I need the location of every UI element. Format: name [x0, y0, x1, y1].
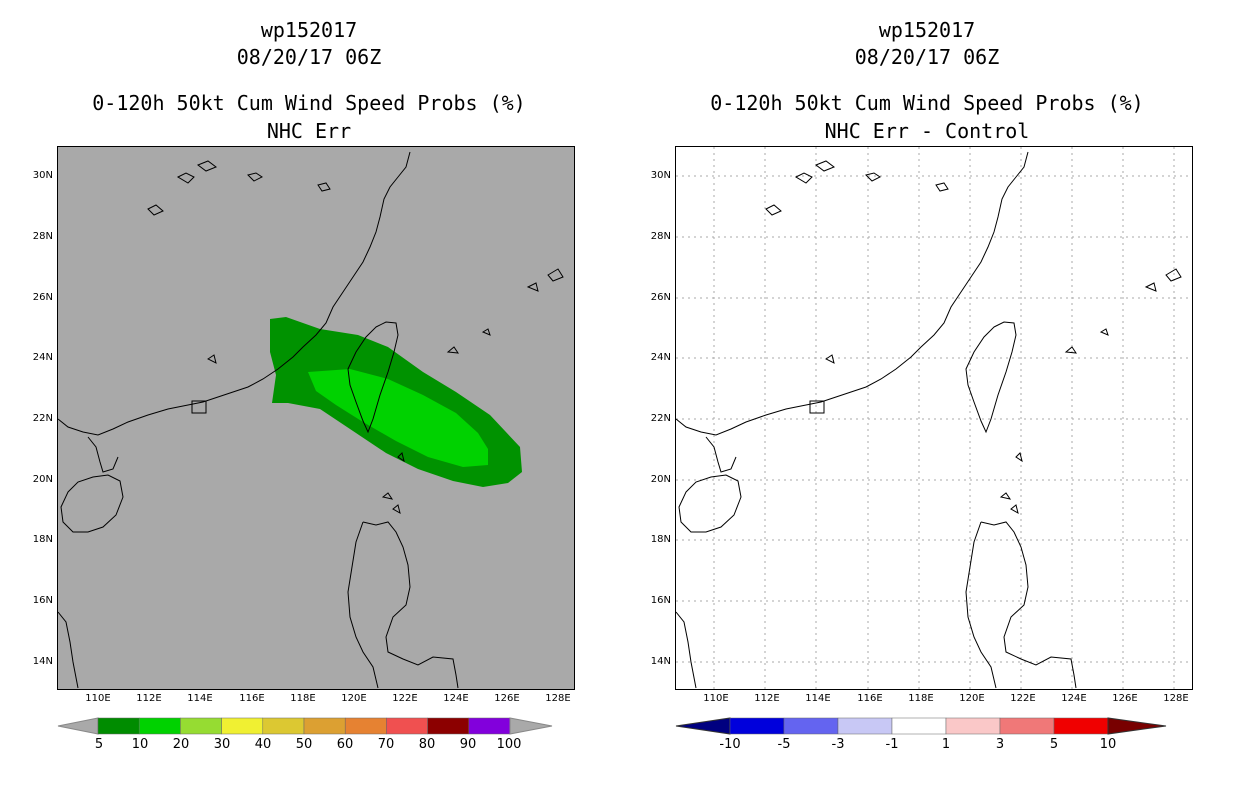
left-cb-label-60: 60 — [336, 737, 354, 752]
right-cb-label-m1: -1 — [885, 737, 899, 752]
left-cb-label-70: 70 — [377, 737, 395, 752]
left-cb-box-7 — [386, 717, 428, 735]
right-panel: wp152017 08/20/17 06Z 0-120h 50kt Cum Wi… — [618, 0, 1236, 800]
left-cb-label-50: 50 — [295, 737, 313, 752]
left-cb-box-1 — [138, 717, 181, 735]
left-cb-box-4 — [262, 717, 305, 735]
left-map — [57, 146, 575, 690]
left-cb-low-triangle — [57, 717, 99, 735]
lat-label-16n: 16N — [32, 595, 53, 606]
lon-label-112e: 112E — [136, 693, 162, 704]
left-cb-high-triangle — [509, 717, 553, 735]
r-lat-label-26n: 26N — [650, 292, 671, 303]
r-lon-label-114e: 114E — [805, 693, 831, 704]
r-lat-label-24n: 24N — [650, 352, 671, 363]
left-title-subtitle: NHC Err — [266, 119, 352, 143]
r-lon-label-122e: 122E — [1010, 693, 1036, 704]
r-lat-label-28n: 28N — [650, 231, 671, 242]
lon-label-122e: 122E — [392, 693, 418, 704]
right-title-storm-id: wp152017 — [878, 18, 976, 42]
right-cb-low-triangle — [675, 717, 731, 735]
right-cb-box-1 — [783, 717, 839, 735]
lat-label-14n: 14N — [32, 656, 53, 667]
left-cb-label-10: 10 — [131, 737, 149, 752]
r-lon-label-116e: 116E — [857, 693, 883, 704]
lon-label-124e: 124E — [443, 693, 469, 704]
lat-label-24n: 24N — [32, 352, 53, 363]
right-title-subtitle: NHC Err - Control — [824, 119, 1030, 143]
left-coastlines — [58, 151, 564, 689]
lon-label-118e: 118E — [290, 693, 316, 704]
r-lat-label-22n: 22N — [650, 413, 671, 424]
left-colorbar — [57, 717, 553, 735]
left-title-datetime: 08/20/17 06Z — [236, 45, 382, 69]
right-cb-box-0 — [729, 717, 785, 735]
lat-label-30n: 30N — [32, 170, 53, 181]
r-lon-label-112e: 112E — [754, 693, 780, 704]
right-cb-label-3: 3 — [995, 737, 1005, 752]
left-cb-label-40: 40 — [254, 737, 272, 752]
left-cb-label-30: 30 — [213, 737, 231, 752]
r-lat-label-18n: 18N — [650, 534, 671, 545]
left-cb-box-2 — [180, 717, 222, 735]
left-title-product: 0-120h 50kt Cum Wind Speed Probs (%) — [92, 91, 526, 115]
right-grid — [676, 147, 1192, 689]
left-panel: wp152017 08/20/17 06Z 0-120h 50kt Cum Wi… — [32, 18, 575, 752]
left-cb-box-5 — [303, 717, 346, 735]
r-lon-label-126e: 126E — [1112, 693, 1138, 704]
right-coastlines — [676, 151, 1182, 689]
lat-label-20n: 20N — [32, 474, 53, 485]
right-cb-label-10: 10 — [1099, 737, 1117, 752]
r-lon-label-118e: 118E — [908, 693, 934, 704]
right-cb-label-m10: -10 — [719, 737, 741, 752]
lon-label-110e: 110E — [85, 693, 111, 704]
lon-label-114e: 114E — [187, 693, 213, 704]
r-lon-label-124e: 124E — [1061, 693, 1087, 704]
right-cb-box-6 — [1053, 717, 1109, 735]
r-lat-label-16n: 16N — [650, 595, 671, 606]
left-cb-box-8 — [427, 717, 470, 735]
right-cb-label-1: 1 — [941, 737, 951, 752]
r-lon-label-120e: 120E — [959, 693, 985, 704]
right-cb-high-triangle — [1107, 717, 1167, 735]
lat-label-28n: 28N — [32, 231, 53, 242]
right-cb-box-3 — [891, 717, 947, 735]
lat-label-18n: 18N — [32, 534, 53, 545]
left-cb-box-0 — [97, 717, 140, 735]
lon-label-116e: 116E — [239, 693, 265, 704]
right-cb-box-5 — [999, 717, 1055, 735]
lon-label-120e: 120E — [341, 693, 367, 704]
left-cb-label-100: 100 — [496, 737, 522, 752]
r-lon-label-110e: 110E — [703, 693, 729, 704]
right-title-datetime: 08/20/17 06Z — [854, 45, 1000, 69]
left-map-svg — [58, 151, 564, 689]
r-lat-label-30n: 30N — [650, 170, 671, 181]
lat-label-22n: 22N — [32, 413, 53, 424]
left-cb-box-9 — [468, 717, 511, 735]
right-cb-box-4 — [945, 717, 1001, 735]
right-cb-label-m5: -5 — [777, 737, 791, 752]
right-cb-box-2 — [837, 717, 893, 735]
right-map-svg — [676, 147, 1192, 689]
left-cb-label-90: 90 — [459, 737, 477, 752]
r-lat-label-20n: 20N — [650, 474, 671, 485]
right-map — [675, 146, 1193, 690]
lon-label-128e: 128E — [545, 693, 571, 704]
right-cb-label-5: 5 — [1049, 737, 1059, 752]
left-cb-label-5: 5 — [94, 737, 104, 752]
right-title-product: 0-120h 50kt Cum Wind Speed Probs (%) — [710, 91, 1144, 115]
r-lon-label-128e: 128E — [1163, 693, 1189, 704]
left-cb-box-3 — [221, 717, 264, 735]
lat-label-26n: 26N — [32, 292, 53, 303]
left-cb-box-6 — [344, 717, 387, 735]
left-cb-label-80: 80 — [418, 737, 436, 752]
left-title-storm-id: wp152017 — [260, 18, 358, 42]
right-cb-label-m3: -3 — [831, 737, 845, 752]
right-colorbar — [675, 717, 1167, 735]
left-cb-label-20: 20 — [172, 737, 190, 752]
r-lat-label-14n: 14N — [650, 656, 671, 667]
lon-label-126e: 126E — [494, 693, 520, 704]
